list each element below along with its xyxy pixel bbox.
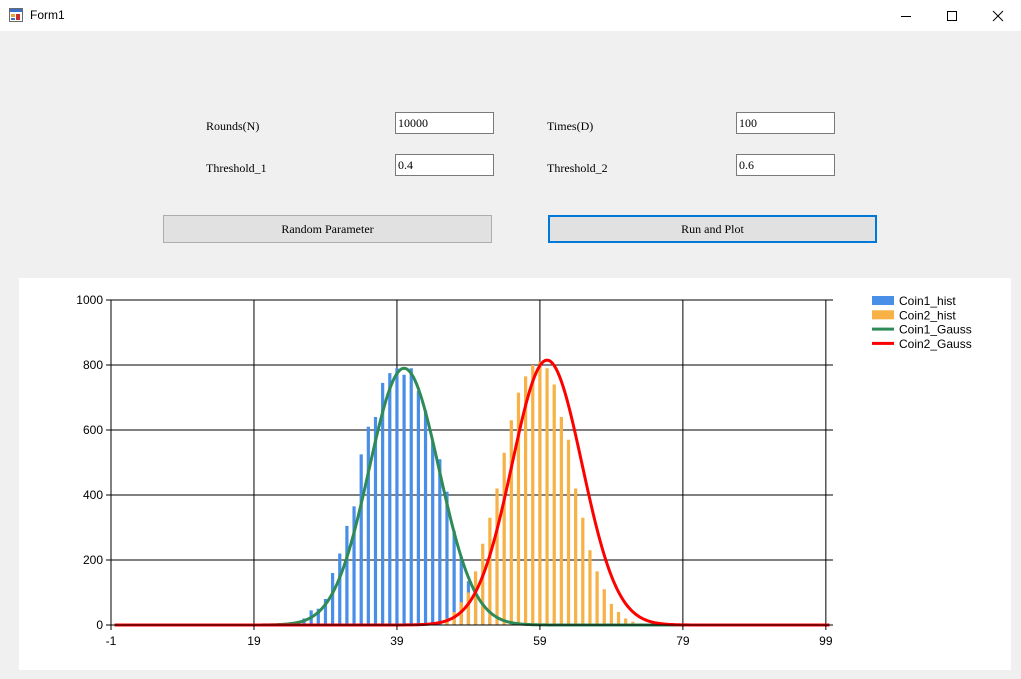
x-tick-label: 59 <box>533 634 547 648</box>
y-tick-label: 800 <box>83 358 103 372</box>
rounds-label: Rounds(N) <box>206 119 260 133</box>
bar-coin2-hist <box>481 543 485 625</box>
bar-coin2-hist <box>566 439 571 625</box>
x-tick-label: 39 <box>390 634 404 648</box>
threshold2-label: Threshold_2 <box>547 161 608 175</box>
legend-label-coin1-gauss: Coin1_Gauss <box>899 323 972 337</box>
times-label: Times(D) <box>547 119 594 133</box>
bar-coin2-hist <box>609 603 614 625</box>
minimize-icon <box>901 16 911 17</box>
maximize-button[interactable] <box>929 0 975 31</box>
chart-svg: 0 200 400 600 800 1000 -1 19 39 59 79 99 Coin1_hist… <box>76 293 972 648</box>
bar-coin1-hist <box>395 368 399 625</box>
bar-coin1-hist <box>359 454 363 625</box>
form-app-icon <box>9 8 23 22</box>
bar-coin1-hist <box>366 426 370 625</box>
bar-coin1-hist <box>323 599 328 625</box>
legend-swatch-coin2-hist <box>872 310 894 320</box>
bar-coin1-hist <box>438 459 442 625</box>
bar-coin2-hist <box>466 592 471 625</box>
legend-label-coin1-hist: Coin1_hist <box>899 294 956 308</box>
bar-coin1-hist <box>381 382 385 625</box>
threshold1-input[interactable] <box>395 154 494 176</box>
bar-coin1-hist <box>388 373 392 625</box>
window-title: Form1 <box>30 8 65 22</box>
bar-coin2-hist <box>624 618 628 625</box>
bar-coin1-hist <box>316 608 320 625</box>
bar-coin1-hist <box>431 441 435 625</box>
bar-coin1-hist <box>402 374 406 625</box>
bar-coin2-hist <box>538 361 542 625</box>
random-parameter-button[interactable]: Random Parameter <box>163 215 492 243</box>
bar-coin2-hist <box>559 417 563 625</box>
bar-coin2-hist <box>488 517 492 625</box>
x-tick-label: -1 <box>106 634 117 648</box>
bar-coin2-hist <box>502 452 506 625</box>
bar-coin2-hist <box>595 571 599 625</box>
threshold1-label: Threshold_1 <box>206 161 267 175</box>
close-icon <box>992 10 1004 22</box>
legend-swatch-coin1-gauss <box>872 327 894 331</box>
y-tick-label: 200 <box>83 553 103 567</box>
bar-coin2-hist <box>552 384 556 625</box>
maximize-icon <box>947 11 957 21</box>
legend-label-coin2-gauss: Coin2_Gauss <box>899 337 972 351</box>
bar-coin2-hist <box>545 368 549 625</box>
bar-coin1-hist <box>416 391 420 625</box>
chart-area: 0 200 400 600 800 1000 -1 19 39 59 79 99 Coin1_hist… <box>19 278 1011 670</box>
bar-coin2-hist <box>473 571 478 625</box>
bar-coin2-hist <box>509 420 513 625</box>
minimize-button[interactable] <box>883 0 929 31</box>
line-coin1-gauss <box>114 366 830 627</box>
bar-coin1-hist <box>409 368 413 625</box>
bar-coin2-hist <box>581 517 585 625</box>
bar-coin1-hist <box>452 530 456 625</box>
bar-coin2-hist <box>588 550 592 625</box>
y-tick-label: 0 <box>96 618 103 632</box>
title-bar[interactable]: Form1 <box>0 0 1021 31</box>
y-tick-label: 1000 <box>76 293 103 307</box>
y-tick-label: 600 <box>83 423 103 437</box>
bar-coin1-hist <box>338 553 342 625</box>
y-tick-label: 400 <box>83 488 103 502</box>
bar-coin2-hist <box>616 612 621 625</box>
bar-coin2-hist <box>602 589 606 625</box>
x-tick-label: 99 <box>819 634 833 648</box>
bar-coin2-hist <box>574 488 578 625</box>
bar-coin1-hist <box>423 410 428 625</box>
legend-swatch-coin2-gauss <box>872 341 894 345</box>
bar-coin2-hist <box>495 488 499 625</box>
run-and-plot-button[interactable]: Run and Plot <box>548 215 877 243</box>
bar-coin1-hist <box>352 506 356 625</box>
times-input[interactable] <box>736 112 835 134</box>
close-button[interactable] <box>975 0 1021 31</box>
bar-coin2-hist <box>631 621 635 625</box>
bar-coin1-hist <box>445 491 449 625</box>
x-tick-label: 19 <box>247 634 261 648</box>
legend-swatch-coin1-hist <box>872 296 894 305</box>
rounds-input[interactable] <box>395 112 494 134</box>
bar-coin2-hist <box>516 392 521 625</box>
bar-coin1-hist <box>373 417 378 625</box>
x-tick-label: 79 <box>676 634 690 648</box>
legend-label-coin2-hist: Coin2_hist <box>899 308 956 322</box>
bar-coin1-hist <box>345 525 349 625</box>
bar-coin2-hist <box>524 376 528 625</box>
threshold2-input[interactable] <box>736 154 835 176</box>
bar-coin2-hist <box>531 365 535 625</box>
bar-coin1-hist <box>330 573 335 625</box>
bar-coin1-hist <box>459 556 463 625</box>
